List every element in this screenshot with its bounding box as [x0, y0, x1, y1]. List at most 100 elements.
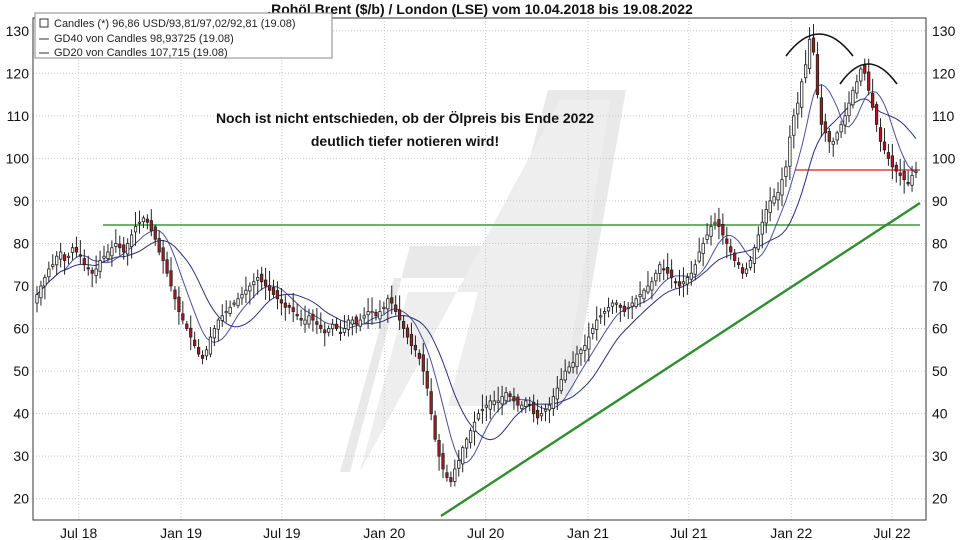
- candle-body: [354, 316, 358, 325]
- candle-body: [413, 344, 418, 351]
- candle-body: [51, 264, 55, 268]
- candle-body: [709, 226, 713, 237]
- y-tick-label: 100: [932, 150, 956, 166]
- y-tick-label: 70: [13, 278, 29, 294]
- candle-body: [425, 371, 429, 389]
- candle-body: [595, 319, 599, 330]
- candle-body: [461, 447, 465, 465]
- candle-body: [823, 121, 827, 134]
- candle-body: [567, 366, 571, 373]
- candle-body: [528, 403, 532, 406]
- candle-body: [248, 285, 252, 292]
- candle-body: [914, 170, 918, 173]
- candle-body: [811, 37, 816, 53]
- y-tick-label: 90: [13, 193, 29, 209]
- gd40-line: [36, 98, 917, 441]
- candle-body: [267, 285, 272, 291]
- y-tick-label: 100: [6, 150, 30, 166]
- candle-body: [110, 247, 114, 257]
- y-tick-label: 120: [6, 65, 30, 81]
- x-axis: Jul 18 Jan 19 Jul 19 Jan 20 Jul 20 Jan 21 Jul …: [60, 525, 911, 540]
- candle-body: [275, 290, 280, 300]
- candle-body: [421, 354, 425, 372]
- candle-body: [764, 209, 768, 224]
- annotation-line-2: deutlich tiefer notieren wird!: [311, 133, 499, 149]
- candle-body: [193, 339, 197, 346]
- candle-body: [133, 226, 138, 233]
- candle-body: [871, 92, 875, 108]
- candle-body: [614, 302, 619, 305]
- candle-body: [555, 387, 559, 400]
- candle-body: [374, 311, 378, 317]
- candle-body: [768, 200, 772, 213]
- candle-body: [689, 272, 693, 280]
- y-tick-label: 110: [7, 108, 30, 124]
- candle-body: [898, 172, 902, 176]
- candle-body: [287, 305, 291, 308]
- candle-body: [874, 104, 879, 125]
- candle-body: [338, 331, 343, 334]
- candle-body: [449, 477, 453, 483]
- candle-body: [835, 132, 839, 141]
- candle-body: [650, 281, 654, 291]
- rising-trend-line: [440, 201, 921, 518]
- candle-body: [535, 409, 540, 419]
- candle-body: [118, 243, 122, 249]
- candle-body: [472, 421, 477, 432]
- candle-body: [279, 299, 284, 304]
- candle-body: [492, 400, 496, 406]
- candle-body: [634, 298, 638, 307]
- candle-body: [161, 247, 165, 261]
- candle-body: [224, 311, 228, 314]
- legend-candle-icon: [39, 18, 49, 28]
- candle-body: [819, 97, 824, 125]
- candle-body: [429, 391, 433, 415]
- candle-body: [867, 71, 871, 91]
- candle-body: [43, 277, 47, 287]
- candle-body: [35, 294, 39, 304]
- candle-body: [630, 302, 634, 307]
- candle-body: [906, 181, 910, 185]
- candle-body: [780, 179, 784, 196]
- candle-body: [902, 171, 906, 181]
- candle-body: [165, 259, 169, 274]
- candle-body: [681, 281, 686, 285]
- candle-body: [468, 430, 473, 443]
- candle-body: [220, 315, 224, 321]
- candle-body: [405, 327, 410, 338]
- support-lines: [103, 169, 921, 518]
- candle-body: [114, 243, 118, 247]
- candle-body: [484, 404, 488, 408]
- candle-body: [358, 319, 362, 327]
- candle-body: [350, 319, 354, 325]
- candle-body: [98, 260, 102, 272]
- candle-body: [910, 175, 914, 186]
- candle-body: [39, 285, 43, 299]
- y-tick-label: 110: [932, 108, 955, 124]
- candle-body: [666, 266, 670, 274]
- candle-body: [271, 287, 276, 295]
- candle-body: [200, 354, 205, 359]
- candle-body: [693, 264, 697, 275]
- y-tick-label: 90: [932, 193, 948, 209]
- candle-body: [599, 315, 603, 318]
- candle-body: [90, 269, 94, 274]
- legend-gd40-label: GD40 von Candles 98,93725 (19.08): [54, 33, 234, 45]
- plot-frame: [32, 17, 927, 521]
- candle-body: [669, 269, 674, 278]
- candle-body: [815, 54, 820, 95]
- candle-body: [457, 460, 461, 469]
- candle-body: [551, 396, 555, 409]
- y-tick-label: 50: [13, 363, 29, 379]
- candle-body: [504, 391, 508, 402]
- candle-body: [173, 289, 177, 300]
- head-arc: [785, 33, 854, 57]
- candle-body: [260, 273, 264, 283]
- candle-body: [66, 255, 71, 258]
- x-tick-label: Jan 22: [770, 525, 812, 540]
- y-tick-label: 40: [932, 406, 948, 422]
- x-tick-label: Jan 21: [567, 525, 609, 540]
- candle-body: [725, 238, 729, 244]
- candle-body: [291, 307, 295, 312]
- candle-body: [244, 289, 248, 295]
